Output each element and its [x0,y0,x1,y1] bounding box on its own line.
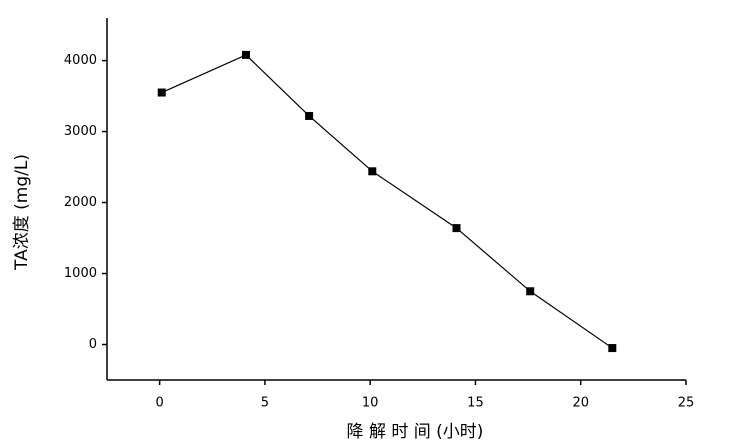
data-point [608,344,617,353]
data-point [305,111,314,120]
data-line [161,54,613,349]
x-tick-label: 10 [362,396,379,411]
x-tick-label: 5 [261,396,269,411]
y-tick-label: 3000 [64,124,97,139]
y-tick-label: 2000 [64,195,97,210]
data-point [157,88,166,97]
data-point [526,287,535,296]
x-tick-label: 25 [678,396,695,411]
x-tick-label: 0 [155,396,163,411]
x-tick-label: 20 [572,396,589,411]
y-axis-title: TA浓度 (mg/L) [12,154,32,271]
data-point [241,50,250,59]
y-tick-label: 4000 [64,53,97,68]
data-point [368,167,377,176]
x-axis-title: 降 解 时 间 (小时) [347,422,484,442]
y-tick-label: 0 [89,337,97,352]
data-point [452,224,461,233]
x-tick-label: 15 [467,396,484,411]
y-tick-label: 1000 [64,266,97,281]
